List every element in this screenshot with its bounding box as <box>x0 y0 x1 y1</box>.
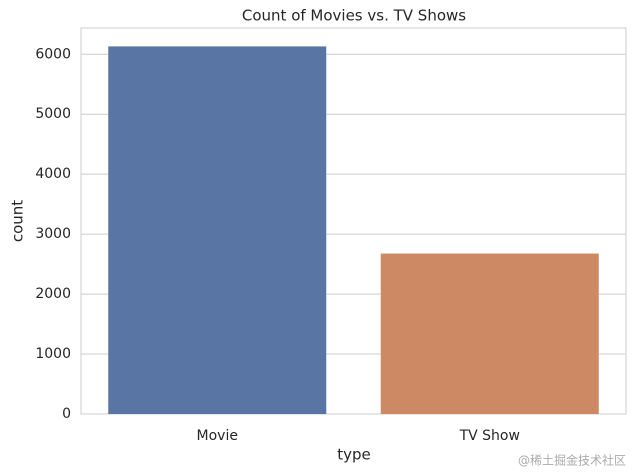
x-axis-label: type <box>337 446 371 464</box>
y-tick-label: 5000 <box>35 106 71 122</box>
y-tick-label: 2000 <box>35 286 71 302</box>
chart-title: Count of Movies vs. TV Shows <box>242 7 466 25</box>
plot-frame <box>80 27 627 415</box>
bar <box>108 46 327 414</box>
y-axis-label: count <box>9 200 27 242</box>
y-tick-label: 4000 <box>35 166 71 182</box>
y-tick-label: 0 <box>62 406 71 422</box>
y-tick-label: 3000 <box>35 226 71 242</box>
y-tick-label: 6000 <box>35 46 71 62</box>
x-tick-label: Movie <box>197 428 238 444</box>
x-tick-label: TV Show <box>459 428 520 444</box>
bar <box>380 253 599 414</box>
y-tick-label: 1000 <box>35 346 71 362</box>
watermark: @稀土掘金技术社区 <box>518 453 626 468</box>
